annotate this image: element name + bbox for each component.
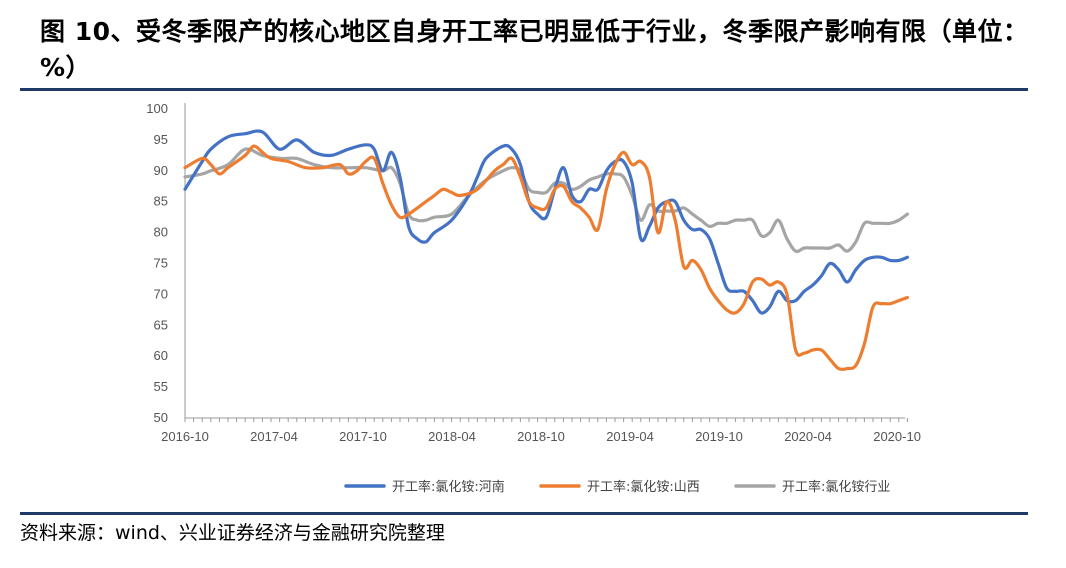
y-tick-label: 70 <box>154 286 168 301</box>
legend-label: 开工率:氯化铵行业 <box>782 479 890 495</box>
source-rule <box>20 512 1028 515</box>
chart-axes: 100 95 90 85 80 75 70 65 60 55 50 2016-10 2017-04 201… <box>146 101 921 444</box>
line-chart: 100 95 90 85 80 75 70 65 60 55 50 2016-10 2017-04 201… <box>146 101 921 495</box>
legend-item-shanxi: 开工率:氯化铵:山西 <box>539 479 700 495</box>
x-tick-label: 2020-04 <box>784 429 832 444</box>
x-tick-label: 2018-04 <box>428 429 476 444</box>
legend-item-industry: 开工率:氯化铵行业 <box>734 479 890 495</box>
legend-label: 开工率:氯化铵:河南 <box>392 479 505 495</box>
figure-title: 图 10、受冬季限产的核心地区自身开工率已明显低于行业，冬季限产影响有限（单位：… <box>40 17 1029 82</box>
y-tick-label: 80 <box>154 225 168 240</box>
chart-legend: 开工率:氯化铵:河南 开工率:氯化铵:山西 开工率:氯化铵行业 <box>344 479 890 495</box>
y-tick-label: 95 <box>154 132 168 147</box>
y-tick-label: 75 <box>154 256 168 271</box>
figure-source: 资料来源：wind、兴业证券经济与金融研究院整理 <box>20 522 445 544</box>
y-tick-label: 55 <box>154 379 168 394</box>
legend-item-henan: 开工率:氯化铵:河南 <box>344 479 505 495</box>
title-rule <box>20 88 1028 91</box>
chart-series <box>183 129 909 371</box>
y-tick-label: 100 <box>146 101 168 116</box>
x-tick-label: 2020-10 <box>873 429 921 444</box>
series-line-henan <box>183 129 909 315</box>
x-tick-label: 2017-04 <box>250 429 298 444</box>
legend-label: 开工率:氯化铵:山西 <box>587 479 700 495</box>
y-tick-label: 60 <box>154 348 168 363</box>
y-tick-label: 90 <box>154 163 168 178</box>
series-line-shanxi <box>183 144 909 371</box>
x-tick-label: 2019-10 <box>695 429 743 444</box>
x-tick-label: 2017-10 <box>339 429 387 444</box>
x-tick-label: 2016-10 <box>161 429 209 444</box>
y-tick-label: 65 <box>154 317 168 332</box>
x-tick-label: 2019-04 <box>606 429 654 444</box>
y-tick-label: 85 <box>154 194 168 209</box>
x-tick-label: 2018-10 <box>517 429 565 444</box>
y-tick-label: 50 <box>154 410 168 425</box>
